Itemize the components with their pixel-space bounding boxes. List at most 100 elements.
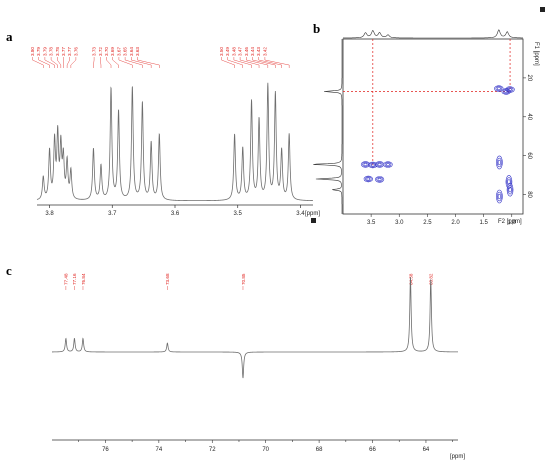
panel-a-label-leaders [32, 57, 290, 68]
panel-a-peak-label: 3.78 [49, 47, 54, 56]
panel-a-tick-label: 3.6 [171, 211, 180, 217]
panel-b-y-tick-label: 40 [526, 113, 532, 120]
panel-c-peak-label: 77.48 [64, 273, 69, 285]
panel-b-correlation-contour [496, 155, 503, 170]
panel-a-peak-label: 3.80 [30, 47, 35, 56]
panel-b-correlation-contour [376, 162, 383, 167]
panel-a-leader-line [233, 57, 252, 68]
panel-a-leader-line [66, 57, 70, 68]
panel-b-y-tick-label: 60 [526, 152, 532, 159]
panel-c-tick-label: 74 [155, 447, 162, 453]
panel-c-peak-label: 73.68 [165, 273, 170, 285]
panel-a-1h-spectrum: 3.80 3.79 3.79 3.78 3.78 3.77 3.77 3.76 3.73 3.72… [30, 47, 320, 223]
panel-c-x-ticks: 76 74 72 70 68 66 64 [78, 440, 453, 453]
panel-b-correlation-contour [506, 177, 512, 187]
panel-a-marker-square [311, 218, 316, 223]
panel-a-tick-label: 3.5 [234, 211, 243, 217]
panel-b-correlation-contour [496, 189, 503, 204]
panel-a-leader-line [264, 57, 290, 68]
panel-a-spectrum-trace [36, 82, 313, 202]
panel-b-y-ticks: 20 40 60 80 [523, 75, 532, 199]
panel-b-x-tick-label: 2.5 [423, 220, 432, 226]
panel-a-leader-line [221, 57, 235, 68]
panel-c-peak-label: 76.84 [81, 273, 86, 285]
panel-c-tick-label: 76 [102, 447, 109, 453]
panel-b-x-axis-label: F2 [ppm] [498, 219, 522, 225]
panel-a-peak-label: 3.70 [104, 47, 109, 56]
panel-a-peak-label: 3.65 [123, 47, 128, 56]
panel-a-leader-line [258, 57, 282, 68]
panel-b-projections [313, 29, 523, 214]
panel-c-peak-label: 63.82 [429, 273, 434, 285]
panel-a-peak-label: 3.72 [98, 47, 103, 56]
panel-b-hsqc-spectrum: 3.5 3.0 2.5 2.0 1.5 1.0 20 40 60 80 F2 [ppm] F1 … [313, 7, 545, 226]
panel-b-correlation-contour [505, 175, 513, 189]
panel-b-correlation-contour [377, 177, 382, 181]
panel-a-tick-label: 3.4 [296, 211, 305, 217]
panel-c-peak-labels: 77.48 77.16 76.84 73.68 70.85 64.58 63.82 [64, 273, 434, 290]
panel-a-leader-line [70, 57, 77, 68]
panel-c-tick-label: 68 [316, 447, 323, 453]
panel-a-leader-line [246, 57, 269, 68]
panel-b-crosshair [343, 39, 511, 168]
panel-a-peak-label: 3.63 [135, 47, 140, 56]
panel-b-correlation-contour [495, 86, 503, 91]
panel-b-x-tick-label: 3.0 [395, 220, 404, 226]
panel-b-correlation-contour [496, 191, 502, 202]
panel-c-spectrum-trace [52, 277, 459, 379]
panel-b-x-ticks: 3.5 3.0 2.5 2.0 1.5 1.0 [367, 214, 517, 226]
panel-c-peak-label: 77.16 [72, 273, 77, 285]
panel-a-peak-label: 3.49 [225, 47, 230, 56]
panel-c-tick-label: 72 [209, 447, 216, 453]
panel-b-x-tick-label: 1.5 [479, 220, 488, 226]
panel-a-leader-line [118, 57, 133, 68]
panel-b-x-tick-label: 3.5 [367, 220, 376, 226]
panel-b-correlation-contour [507, 179, 511, 185]
panel-a-tick-label: 3.8 [45, 211, 54, 217]
panel-a-peak-label: 3.69 [110, 47, 115, 56]
panel-b-x-tick-label: 1.0 [508, 220, 517, 226]
panel-letter-c: c [6, 263, 12, 278]
panel-b-correlation-contour [506, 87, 514, 92]
panel-a-peak-label: 3.43 [256, 47, 261, 56]
panel-a-peak-label: 3.77 [61, 47, 66, 56]
panel-b-plot-frame [342, 38, 524, 215]
panel-b-x-tick-label: 2.0 [451, 220, 460, 226]
panel-a-leader-line [124, 57, 143, 68]
panel-a-leader-line [44, 57, 55, 68]
panel-b-correlation-contour [508, 187, 512, 193]
panel-b-correlation-contour [370, 163, 375, 167]
panel-b-y-axis-label: F1 [ppm] [533, 42, 539, 66]
panel-a-leader-line [131, 57, 152, 68]
panel-a-leader-line [50, 57, 58, 68]
panel-letter-a: a [6, 29, 13, 44]
panel-c-x-axis-label: [ppm] [450, 454, 465, 460]
panel-b-correlation-contour [384, 162, 392, 167]
panel-a-x-ticks: 3.8 3.7 3.6 3.5 3.4 [45, 205, 305, 217]
panel-c-tick-label: 70 [262, 447, 269, 453]
panel-b-correlation-contour [497, 159, 501, 166]
panel-c-peak-label: 70.85 [241, 273, 246, 285]
panel-a-leader-line [112, 57, 119, 68]
panel-b-correlation-contour [377, 162, 382, 166]
panel-c-tick-label: 64 [423, 447, 430, 453]
panel-a-peak-label: 3.73 [92, 47, 97, 56]
panel-b-correlation-contour [497, 193, 501, 200]
panel-b-correlation-contour [363, 175, 373, 183]
panel-b-correlation-contour [496, 87, 501, 91]
panel-b-contours [360, 85, 515, 204]
panel-b-correlation-contour [507, 184, 513, 195]
panel-a-peak-label: 3.78 [55, 47, 60, 56]
panel-a-leader-line [93, 57, 95, 68]
panel-a-peak-label: 3.50 [219, 47, 224, 56]
panel-a-peak-label: 3.67 [116, 47, 121, 56]
panel-b-correlation-contour [365, 176, 372, 182]
panel-a-peak-label: 3.47 [238, 47, 243, 56]
panel-b-correlation-contour [376, 177, 383, 182]
panel-a-peak-labels: 3.80 3.79 3.79 3.78 3.78 3.77 3.77 3.76 3.73 3.72… [30, 47, 267, 56]
panel-c-tick-label: 66 [369, 447, 376, 453]
panel-b-top-projection [343, 29, 523, 39]
panel-b-correlation-contour [383, 161, 393, 168]
panel-letter-b: b [313, 21, 320, 36]
